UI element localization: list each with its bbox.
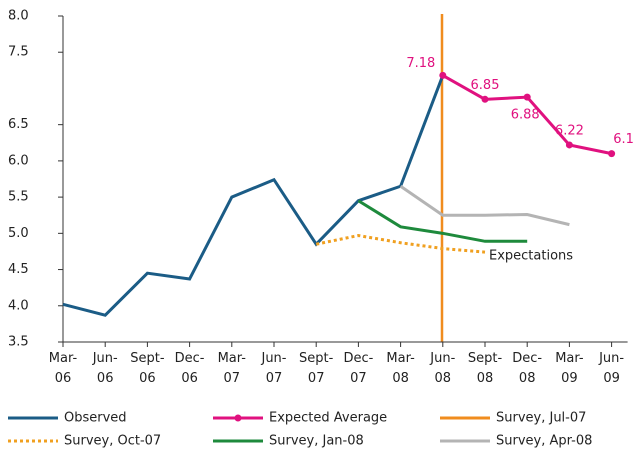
y-tick-label: 6.5 <box>8 117 29 132</box>
legend-label: Survey, Jan-08 <box>269 434 364 449</box>
x-tick-label: Mar-08 <box>386 351 415 386</box>
x-tick-label: Mar-06 <box>49 351 78 386</box>
x-tick-label: Jun-06 <box>92 351 118 386</box>
y-tick-label: 3.5 <box>8 335 29 350</box>
data-label: 6.22 <box>555 123 584 138</box>
data-label: 6.85 <box>471 78 500 93</box>
y-tick-label: 8.0 <box>8 9 29 24</box>
annotation: Expectations <box>489 249 573 264</box>
x-tick-label: Jun-09 <box>598 351 624 386</box>
legend-label: Observed <box>64 411 127 426</box>
series-line <box>315 233 486 254</box>
x-tick-label: Dec-08 <box>512 351 542 386</box>
x-tick-label: Jun-07 <box>260 351 286 386</box>
y-tick-label: 5.5 <box>8 190 29 205</box>
y-tick-label: 6.0 <box>8 153 29 168</box>
data-label: 6.1 <box>613 132 634 147</box>
series-marker <box>608 150 616 158</box>
series-marker <box>565 141 573 149</box>
legend-label: Survey, Oct-07 <box>64 434 161 449</box>
legend-label: Expected Average <box>269 411 387 426</box>
legend-label: Survey, Jul-07 <box>496 411 586 426</box>
x-tick-label: Sept-07 <box>299 351 334 386</box>
x-tick-label: Dec-06 <box>175 351 205 386</box>
series-marker <box>481 95 489 103</box>
series-line <box>62 74 445 317</box>
legend-marker <box>234 414 242 422</box>
y-tick-label: 4.5 <box>8 262 29 277</box>
x-tick-label: Mar-07 <box>218 351 247 386</box>
series-line <box>357 199 528 243</box>
x-tick-label: Jun-08 <box>429 351 455 386</box>
x-tick-label: Mar-09 <box>555 351 584 386</box>
data-label: 7.18 <box>406 56 435 71</box>
data-label: 6.88 <box>511 108 540 123</box>
x-tick-label: Sept-08 <box>468 351 503 386</box>
y-tick-label: 7.5 <box>8 45 29 60</box>
series-marker <box>523 93 531 101</box>
series-marker <box>439 71 447 79</box>
series-line <box>399 185 570 227</box>
y-tick-label: 4.0 <box>8 298 29 313</box>
x-tick-label: Dec-07 <box>343 351 373 386</box>
y-tick-label: 5.0 <box>8 226 29 241</box>
x-tick-label: Sept-06 <box>130 351 165 386</box>
legend-label: Survey, Apr-08 <box>496 434 592 449</box>
